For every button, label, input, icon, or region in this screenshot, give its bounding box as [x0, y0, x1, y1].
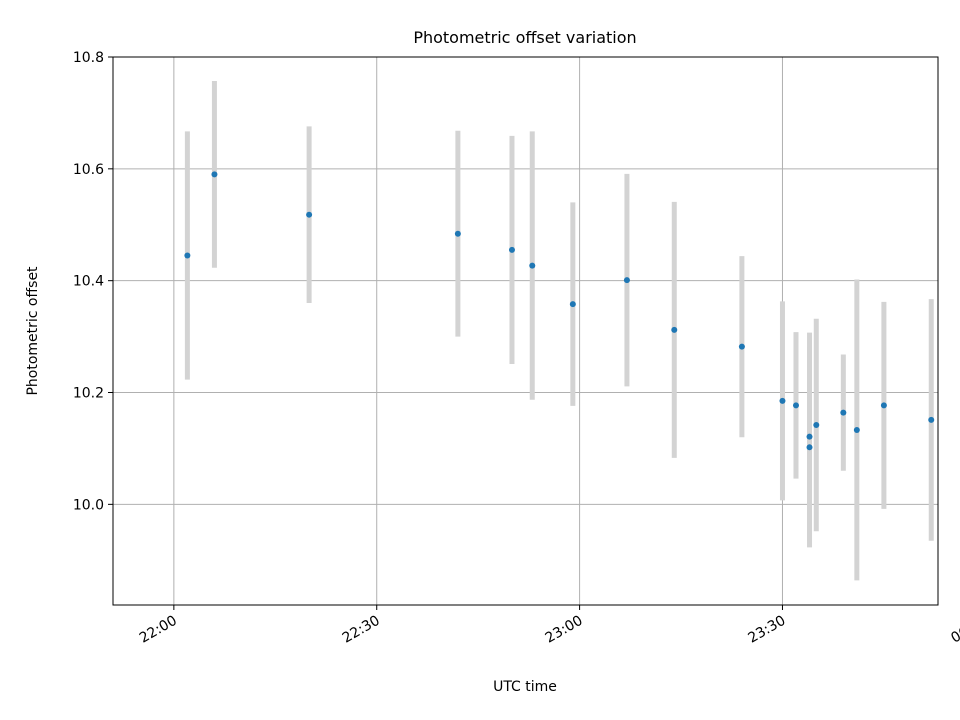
data-point [840, 409, 847, 416]
data-point [806, 444, 813, 451]
data-point [813, 421, 820, 428]
data-point [454, 230, 461, 237]
data-point [853, 426, 860, 433]
x-tick-label: 00:00 [948, 613, 960, 647]
y-tick-label: 10.8 [73, 50, 104, 66]
data-point [529, 262, 536, 269]
data-point [928, 416, 935, 423]
data-point [569, 301, 576, 308]
data-point [184, 252, 191, 259]
data-point [738, 343, 745, 350]
chart-title: Photometric offset variation [413, 28, 636, 47]
data-point [671, 326, 678, 333]
y-axis-label: Photometric offset [25, 266, 41, 396]
data-point [623, 277, 630, 284]
data-points [184, 171, 935, 451]
data-point [211, 171, 218, 178]
y-tick-label: 10.4 [73, 274, 104, 290]
data-point [306, 211, 313, 218]
y-axis: 10.0 10.2 10.4 10.6 10.8 [73, 50, 113, 513]
plot-frame [112, 56, 939, 606]
data-point [806, 433, 813, 440]
data-point [508, 246, 515, 253]
data-point [792, 402, 799, 409]
y-tick-label: 10.0 [73, 497, 104, 513]
x-axis-label: UTC time [493, 679, 557, 695]
y-tick-label: 10.2 [73, 386, 104, 402]
data-point [880, 402, 887, 409]
y-tick-label: 10.6 [73, 162, 104, 178]
data-point [779, 397, 786, 404]
